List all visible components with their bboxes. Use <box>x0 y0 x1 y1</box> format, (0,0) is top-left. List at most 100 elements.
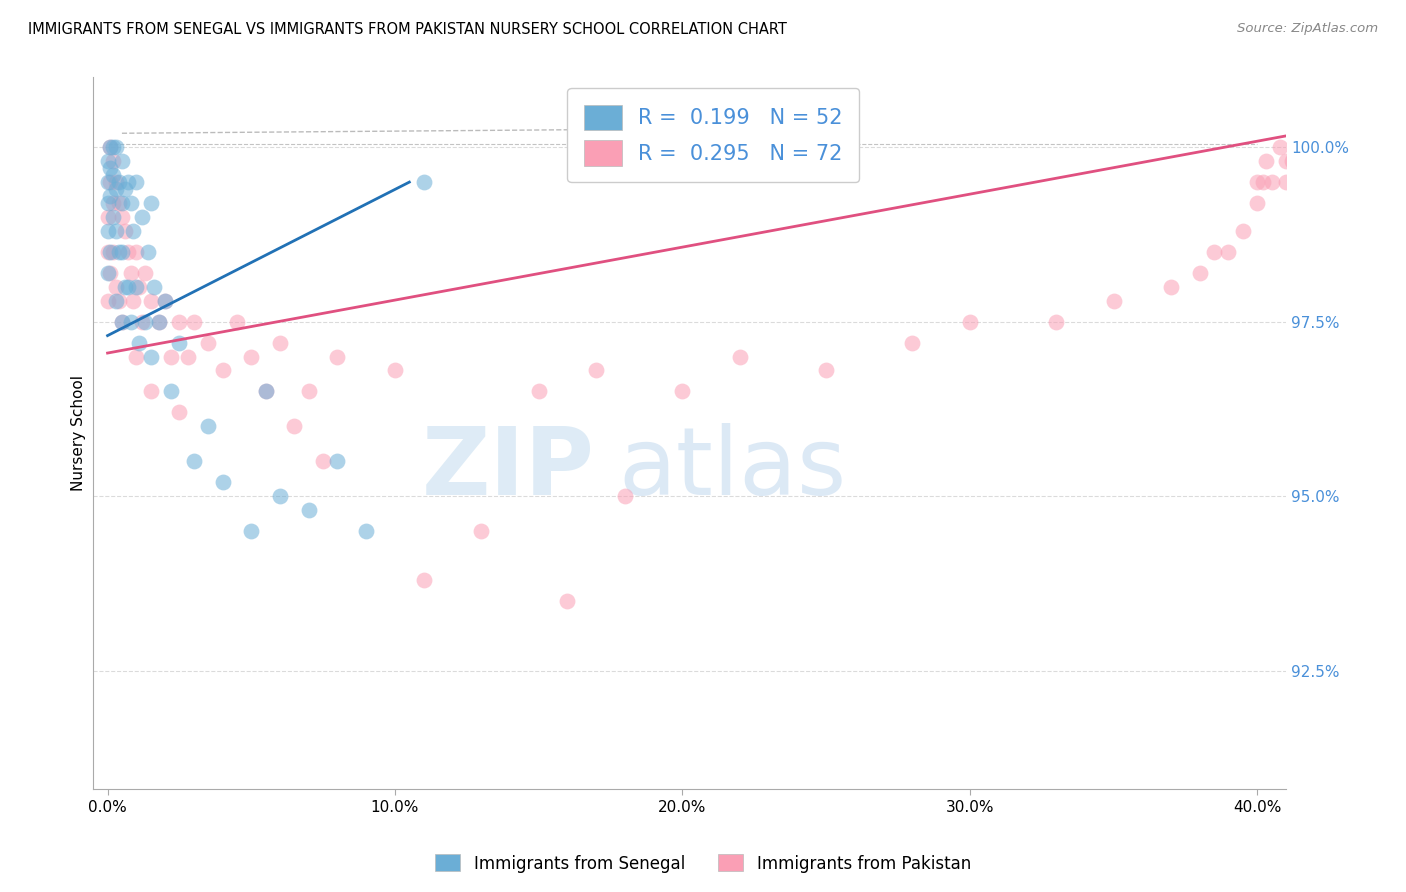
Immigrants from Senegal <box>108 244 131 259</box>
Immigrants from Pakistan <box>111 315 134 329</box>
Text: atlas: atlas <box>619 423 846 515</box>
Immigrants from Pakistan <box>125 350 148 364</box>
Immigrants from Pakistan <box>131 315 153 329</box>
Immigrants from Pakistan <box>100 140 122 154</box>
Immigrants from Pakistan <box>671 384 693 399</box>
Immigrants from Pakistan <box>901 335 924 350</box>
Immigrants from Pakistan <box>283 419 305 434</box>
Text: IMMIGRANTS FROM SENEGAL VS IMMIGRANTS FROM PAKISTAN NURSERY SCHOOL CORRELATION C: IMMIGRANTS FROM SENEGAL VS IMMIGRANTS FR… <box>28 22 787 37</box>
Immigrants from Pakistan <box>148 315 170 329</box>
Immigrants from Senegal <box>120 315 142 329</box>
Immigrants from Pakistan <box>312 454 335 468</box>
Immigrants from Pakistan <box>96 244 118 259</box>
Immigrants from Pakistan <box>1270 140 1292 154</box>
Immigrants from Pakistan <box>100 266 122 280</box>
Immigrants from Pakistan <box>470 524 492 538</box>
Immigrants from Senegal <box>139 196 162 211</box>
Immigrants from Senegal <box>111 315 134 329</box>
Immigrants from Pakistan <box>122 293 145 308</box>
Immigrants from Pakistan <box>613 489 636 503</box>
Immigrants from Pakistan <box>412 573 434 587</box>
Immigrants from Pakistan <box>1251 175 1274 189</box>
Immigrants from Pakistan <box>1045 315 1067 329</box>
Immigrants from Pakistan <box>1289 175 1312 189</box>
Immigrants from Pakistan <box>225 315 247 329</box>
Immigrants from Senegal <box>125 175 148 189</box>
Immigrants from Pakistan <box>117 244 139 259</box>
Immigrants from Senegal <box>96 266 118 280</box>
Immigrants from Pakistan <box>1275 175 1298 189</box>
Immigrants from Senegal <box>183 454 205 468</box>
Immigrants from Senegal <box>105 140 128 154</box>
Immigrants from Pakistan <box>103 154 125 169</box>
Immigrants from Pakistan <box>1246 175 1268 189</box>
Immigrants from Pakistan <box>108 293 131 308</box>
Immigrants from Senegal <box>269 489 291 503</box>
Immigrants from Senegal <box>254 384 277 399</box>
Immigrants from Pakistan <box>169 315 191 329</box>
Immigrants from Pakistan <box>100 175 122 189</box>
Immigrants from Pakistan <box>211 363 233 377</box>
Immigrants from Pakistan <box>1275 154 1298 169</box>
Immigrants from Senegal <box>128 335 150 350</box>
Immigrants from Pakistan <box>959 315 981 329</box>
Immigrants from Pakistan <box>108 196 131 211</box>
Immigrants from Senegal <box>412 175 434 189</box>
Immigrants from Senegal <box>159 384 181 399</box>
Immigrants from Pakistan <box>1188 266 1211 280</box>
Immigrants from Senegal <box>354 524 377 538</box>
Immigrants from Pakistan <box>1218 244 1240 259</box>
Immigrants from Pakistan <box>815 363 838 377</box>
Immigrants from Pakistan <box>1254 154 1277 169</box>
Immigrants from Senegal <box>240 524 263 538</box>
Immigrants from Senegal <box>105 224 128 238</box>
Immigrants from Senegal <box>131 210 153 224</box>
Immigrants from Pakistan <box>96 210 118 224</box>
Immigrants from Senegal <box>136 244 159 259</box>
Legend: Immigrants from Senegal, Immigrants from Pakistan: Immigrants from Senegal, Immigrants from… <box>429 847 977 880</box>
Immigrants from Senegal <box>169 335 191 350</box>
Immigrants from Senegal <box>122 224 145 238</box>
Immigrants from Pakistan <box>120 266 142 280</box>
Immigrants from Senegal <box>100 161 122 176</box>
Immigrants from Senegal <box>117 175 139 189</box>
Immigrants from Pakistan <box>326 350 349 364</box>
Immigrants from Pakistan <box>557 593 579 607</box>
Immigrants from Senegal <box>100 140 122 154</box>
Immigrants from Senegal <box>142 279 165 293</box>
Immigrants from Senegal <box>105 293 128 308</box>
Immigrants from Pakistan <box>114 224 136 238</box>
Immigrants from Senegal <box>96 175 118 189</box>
Immigrants from Senegal <box>96 196 118 211</box>
Immigrants from Senegal <box>197 419 219 434</box>
Immigrants from Senegal <box>105 182 128 196</box>
Immigrants from Pakistan <box>169 405 191 419</box>
Immigrants from Pakistan <box>1246 196 1268 211</box>
Immigrants from Pakistan <box>139 384 162 399</box>
Immigrants from Pakistan <box>183 315 205 329</box>
Immigrants from Senegal <box>114 279 136 293</box>
Immigrants from Pakistan <box>298 384 321 399</box>
Immigrants from Senegal <box>117 279 139 293</box>
Immigrants from Pakistan <box>153 293 176 308</box>
Immigrants from Pakistan <box>125 244 148 259</box>
Immigrants from Pakistan <box>585 363 607 377</box>
Immigrants from Senegal <box>298 503 321 517</box>
Immigrants from Pakistan <box>240 350 263 364</box>
Immigrants from Pakistan <box>103 244 125 259</box>
Immigrants from Pakistan <box>728 350 751 364</box>
Immigrants from Senegal <box>103 140 125 154</box>
Immigrants from Pakistan <box>1102 293 1125 308</box>
Immigrants from Senegal <box>111 196 134 211</box>
Immigrants from Senegal <box>139 350 162 364</box>
Immigrants from Senegal <box>96 154 118 169</box>
Immigrants from Pakistan <box>96 293 118 308</box>
Immigrants from Pakistan <box>128 279 150 293</box>
Immigrants from Senegal <box>211 475 233 490</box>
Immigrants from Pakistan <box>134 266 156 280</box>
Immigrants from Senegal <box>108 175 131 189</box>
Immigrants from Senegal <box>326 454 349 468</box>
Immigrants from Pakistan <box>103 196 125 211</box>
Immigrants from Senegal <box>96 224 118 238</box>
Immigrants from Senegal <box>111 154 134 169</box>
